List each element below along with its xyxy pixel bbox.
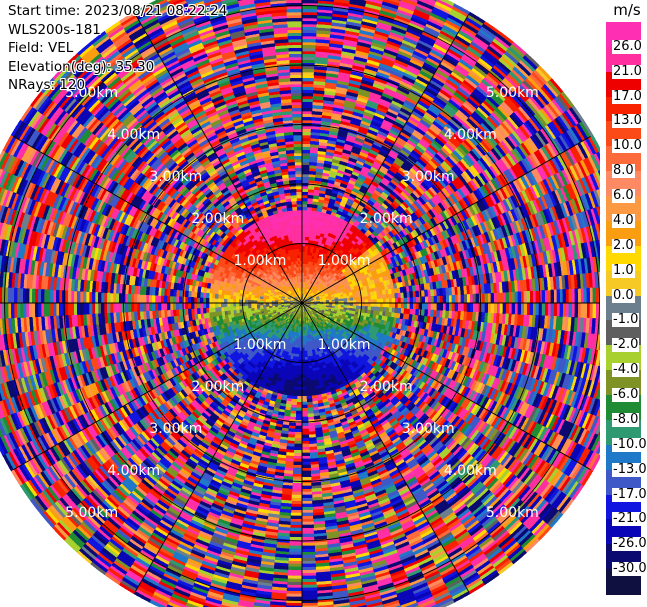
colorbar-tick: -10.0 (612, 436, 647, 452)
colorbar-unit-label: m/s (613, 1, 641, 19)
colorbar-tick: -13.0 (612, 461, 647, 477)
colorbar[interactable] (606, 22, 641, 595)
azimuth-spoke (301, 302, 469, 592)
azimuth-spoke (301, 302, 591, 470)
ppi-grid-layer (0, 0, 600, 607)
colorbar-tick: -6.0 (612, 387, 640, 403)
azimuth-spoke (301, 136, 591, 304)
colorbar-tick: 0.0 (612, 287, 635, 303)
colorbar-tick: -1.0 (612, 312, 640, 328)
colorbar-tick: -21.0 (612, 511, 647, 527)
colorbar-tick: 8.0 (612, 163, 635, 179)
ppi-plot-area[interactable] (0, 0, 600, 607)
colorbar-tick: 21.0 (612, 63, 643, 79)
colorbar-tick: 6.0 (612, 188, 635, 204)
colorbar-tick: -8.0 (612, 411, 640, 427)
azimuth-spoke (135, 302, 303, 592)
colorbar-tick: 2.0 (612, 237, 635, 253)
colorbar-tick: 10.0 (612, 138, 643, 154)
colorbar-tick: 26.0 (612, 38, 643, 54)
azimuth-spoke (135, 14, 303, 304)
azimuth-spoke (301, 14, 469, 304)
azimuth-spoke (13, 136, 303, 304)
ppi-sector-layer (0, 0, 600, 607)
colorbar-tick: -30.0 (612, 561, 647, 577)
colorbar-tick: 4.0 (612, 212, 635, 228)
colorbar-tick: 1.0 (612, 262, 635, 278)
colorbar-tick: 13.0 (612, 113, 643, 129)
colorbar-tick: -4.0 (612, 362, 640, 378)
ppi-canvas (0, 0, 600, 607)
azimuth-spoke (13, 302, 303, 470)
colorbar-tick: -17.0 (612, 486, 647, 502)
colorbar-tick: -26.0 (612, 536, 647, 552)
colorbar-tick: -2.0 (612, 337, 640, 353)
colorbar-tick: 17.0 (612, 88, 643, 104)
